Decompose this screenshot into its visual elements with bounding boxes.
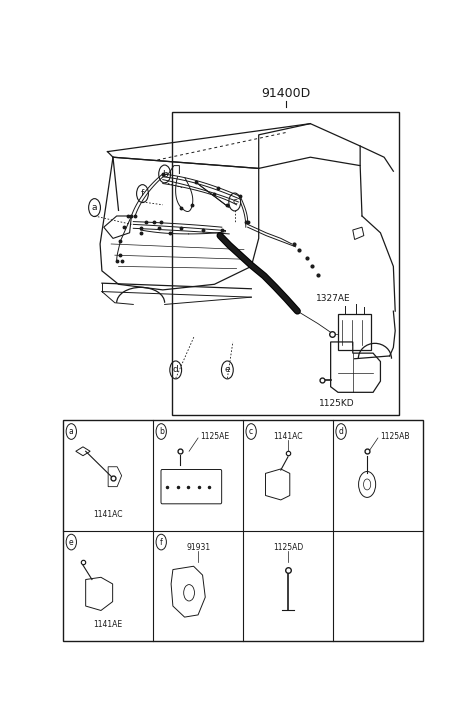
- Text: 91931: 91931: [186, 543, 210, 552]
- Bar: [172, 113, 399, 414]
- Text: f: f: [141, 189, 144, 198]
- Bar: [63, 420, 423, 641]
- Text: 1125AB: 1125AB: [380, 433, 409, 441]
- Text: e: e: [225, 366, 230, 374]
- Text: e: e: [69, 537, 74, 547]
- Text: 1125KD: 1125KD: [318, 399, 354, 408]
- Text: d: d: [173, 366, 178, 374]
- Text: a: a: [69, 427, 74, 436]
- Text: a: a: [92, 203, 97, 212]
- Text: b: b: [159, 427, 164, 436]
- Text: c: c: [249, 427, 253, 436]
- Text: 91400D: 91400D: [262, 87, 311, 100]
- Text: b: b: [162, 169, 168, 179]
- Text: d: d: [338, 427, 344, 436]
- Text: c: c: [232, 198, 237, 206]
- Text: 1141AC: 1141AC: [273, 433, 303, 441]
- Text: 1141AE: 1141AE: [94, 620, 123, 630]
- Text: 1125AE: 1125AE: [200, 433, 229, 441]
- Text: 1125AD: 1125AD: [273, 543, 303, 552]
- Text: 1141AC: 1141AC: [93, 510, 123, 519]
- Text: f: f: [160, 537, 163, 547]
- Text: 1327AE: 1327AE: [316, 294, 350, 302]
